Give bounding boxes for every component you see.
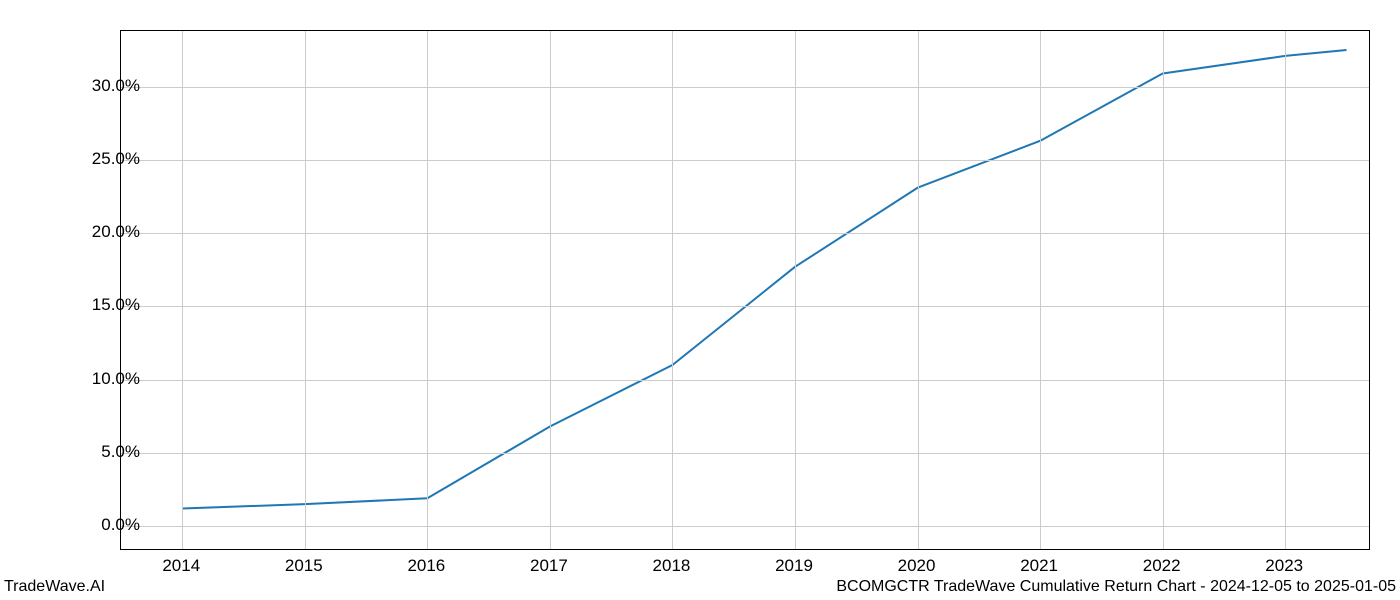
x-axis-tick-label: 2015 — [285, 556, 323, 576]
footer-brand: TradeWave.AI — [4, 578, 105, 596]
y-axis-tick-label: 20.0% — [40, 222, 140, 242]
grid-line-horizontal — [121, 526, 1369, 527]
grid-line-vertical — [550, 31, 551, 549]
grid-line-horizontal — [121, 160, 1369, 161]
grid-line-vertical — [427, 31, 428, 549]
grid-line-vertical — [1163, 31, 1164, 549]
plot-area — [120, 30, 1370, 550]
x-axis-tick-label: 2023 — [1265, 556, 1303, 576]
x-axis-tick-label: 2016 — [407, 556, 445, 576]
y-axis-tick-label: 30.0% — [40, 76, 140, 96]
chart-container — [120, 30, 1370, 550]
x-axis-tick-label: 2018 — [653, 556, 691, 576]
grid-line-vertical — [795, 31, 796, 549]
grid-line-horizontal — [121, 453, 1369, 454]
grid-line-vertical — [305, 31, 306, 549]
y-axis-tick-label: 10.0% — [40, 369, 140, 389]
grid-line-horizontal — [121, 380, 1369, 381]
grid-line-horizontal — [121, 233, 1369, 234]
x-axis-tick-label: 2014 — [162, 556, 200, 576]
line-chart-svg — [121, 31, 1371, 551]
grid-line-vertical — [1040, 31, 1041, 549]
x-axis-tick-label: 2022 — [1143, 556, 1181, 576]
grid-line-horizontal — [121, 87, 1369, 88]
footer-chart-title: BCOMGCTR TradeWave Cumulative Return Cha… — [836, 578, 1396, 596]
x-axis-tick-label: 2017 — [530, 556, 568, 576]
x-axis-tick-label: 2019 — [775, 556, 813, 576]
x-axis-tick-label: 2020 — [898, 556, 936, 576]
data-line — [182, 50, 1346, 508]
y-axis-tick-label: 25.0% — [40, 149, 140, 169]
grid-line-vertical — [1285, 31, 1286, 549]
y-axis-tick-label: 15.0% — [40, 295, 140, 315]
x-axis-tick-label: 2021 — [1020, 556, 1058, 576]
grid-line-vertical — [182, 31, 183, 549]
grid-line-vertical — [918, 31, 919, 549]
y-axis-tick-label: 0.0% — [40, 515, 140, 535]
grid-line-horizontal — [121, 306, 1369, 307]
grid-line-vertical — [672, 31, 673, 549]
y-axis-tick-label: 5.0% — [40, 442, 140, 462]
